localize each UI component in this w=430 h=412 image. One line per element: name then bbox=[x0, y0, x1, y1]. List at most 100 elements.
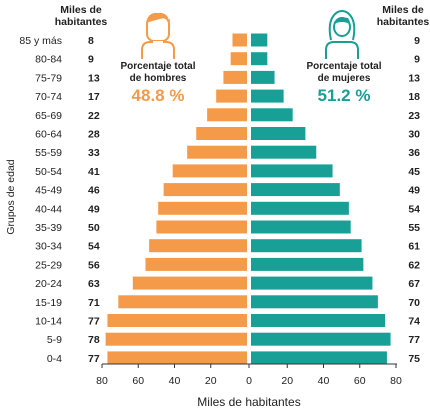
women-bar bbox=[251, 276, 373, 290]
men-bar bbox=[132, 276, 247, 290]
men-value-label: 8 bbox=[88, 35, 94, 47]
left-column-header: habitantes bbox=[55, 16, 108, 28]
men-value-label: 54 bbox=[88, 241, 100, 253]
women-value-label: 9 bbox=[414, 35, 420, 47]
woman-icon bbox=[334, 17, 350, 24]
age-group-label: 45-49 bbox=[35, 185, 62, 197]
women-bar bbox=[251, 220, 351, 234]
right-column-header: habitantes bbox=[377, 16, 430, 28]
men-bar bbox=[107, 314, 247, 327]
men-percent-value: 48.8 % bbox=[132, 86, 185, 105]
age-group-label: 65-69 bbox=[35, 110, 62, 122]
men-value-label: 50 bbox=[88, 222, 100, 234]
women-bar bbox=[251, 239, 362, 253]
women-value-label: 30 bbox=[408, 129, 420, 141]
men-value-label: 46 bbox=[88, 185, 100, 197]
women-value-label: 75 bbox=[408, 353, 420, 365]
women-value-label: 18 bbox=[408, 91, 420, 103]
age-group-label: 35-39 bbox=[35, 222, 62, 234]
women-bar bbox=[251, 332, 391, 346]
x-tick-label: 0 bbox=[246, 375, 252, 387]
age-group-label: 10-14 bbox=[35, 316, 62, 328]
x-tick-label: 40 bbox=[169, 375, 181, 387]
women-value-label: 70 bbox=[408, 297, 420, 309]
men-bar bbox=[105, 332, 247, 346]
women-percent-value: 51.2 % bbox=[318, 86, 371, 105]
women-bar bbox=[251, 183, 340, 197]
man-icon bbox=[146, 12, 170, 23]
men-bar bbox=[107, 351, 247, 365]
x-tick-label: 80 bbox=[390, 375, 402, 387]
men-value-label: 22 bbox=[88, 110, 100, 122]
men-bar bbox=[163, 183, 247, 197]
women-value-label: 36 bbox=[408, 147, 420, 159]
men-bar bbox=[216, 89, 247, 103]
women-value-label: 55 bbox=[408, 222, 420, 234]
women-bar bbox=[251, 33, 268, 47]
women-bar bbox=[251, 145, 317, 159]
men-bar bbox=[196, 127, 247, 140]
age-group-label: 0-4 bbox=[47, 353, 62, 365]
men-value-label: 77 bbox=[88, 353, 100, 365]
x-tick-label: 60 bbox=[132, 375, 144, 387]
age-group-label: 5-9 bbox=[47, 334, 62, 346]
x-tick-label: 60 bbox=[354, 375, 366, 387]
y-axis-label: Grupos de edad bbox=[5, 159, 17, 234]
men-bar bbox=[149, 239, 247, 253]
age-group-label: 30-34 bbox=[35, 241, 62, 253]
age-group-label: 55-59 bbox=[35, 147, 62, 159]
age-group-label: 15-19 bbox=[35, 297, 62, 309]
women-bar bbox=[251, 351, 387, 365]
women-bar bbox=[251, 257, 364, 271]
men-value-label: 33 bbox=[88, 147, 100, 159]
age-group-label: 70-74 bbox=[35, 91, 62, 103]
women-percent-caption: de mujeres bbox=[318, 73, 371, 84]
women-bar bbox=[251, 314, 386, 327]
men-bar bbox=[145, 257, 247, 271]
men-bar bbox=[232, 33, 247, 47]
women-value-label: 77 bbox=[408, 334, 420, 346]
men-bar bbox=[207, 108, 247, 122]
men-value-label: 56 bbox=[88, 259, 100, 271]
x-tick-label: 20 bbox=[281, 375, 293, 387]
women-value-label: 54 bbox=[408, 203, 420, 215]
men-bar bbox=[230, 52, 247, 66]
age-group-label: 50-54 bbox=[35, 166, 62, 178]
x-tick-label: 80 bbox=[96, 375, 108, 387]
x-tick-label: 20 bbox=[205, 375, 217, 387]
men-percent-caption: de hombres bbox=[130, 73, 187, 84]
age-group-label: 40-44 bbox=[35, 203, 62, 215]
men-bar bbox=[158, 201, 247, 215]
men-value-label: 78 bbox=[88, 334, 100, 346]
age-group-label: 75-79 bbox=[35, 72, 62, 84]
x-axis-label: Miles de habitantes bbox=[197, 395, 300, 409]
men-bar bbox=[118, 295, 247, 309]
men-value-label: 71 bbox=[88, 297, 100, 309]
left-column-header: Miles de bbox=[60, 4, 102, 16]
women-value-label: 61 bbox=[408, 241, 420, 253]
woman-icon bbox=[328, 9, 356, 41]
women-value-label: 23 bbox=[408, 110, 420, 122]
men-percent-caption: Porcentaje total bbox=[120, 61, 195, 72]
women-value-label: 62 bbox=[408, 259, 420, 271]
women-value-label: 74 bbox=[408, 316, 420, 328]
women-bar bbox=[251, 89, 284, 103]
men-value-label: 49 bbox=[88, 203, 100, 215]
men-value-label: 28 bbox=[88, 129, 100, 141]
women-value-label: 9 bbox=[414, 54, 420, 66]
women-bar bbox=[251, 70, 275, 84]
right-column-header: Miles de bbox=[382, 4, 424, 16]
women-value-label: 13 bbox=[408, 72, 420, 84]
men-value-label: 77 bbox=[88, 316, 100, 328]
men-bar bbox=[172, 164, 247, 178]
women-bar bbox=[251, 52, 268, 66]
men-value-label: 13 bbox=[88, 72, 100, 84]
men-bar bbox=[156, 220, 247, 234]
age-group-label: 80-84 bbox=[35, 54, 62, 66]
age-group-label: 25-29 bbox=[35, 259, 62, 271]
women-value-label: 49 bbox=[408, 185, 420, 197]
man-icon bbox=[141, 41, 175, 59]
age-group-label: 60-64 bbox=[35, 129, 62, 141]
woman-icon bbox=[325, 41, 359, 59]
